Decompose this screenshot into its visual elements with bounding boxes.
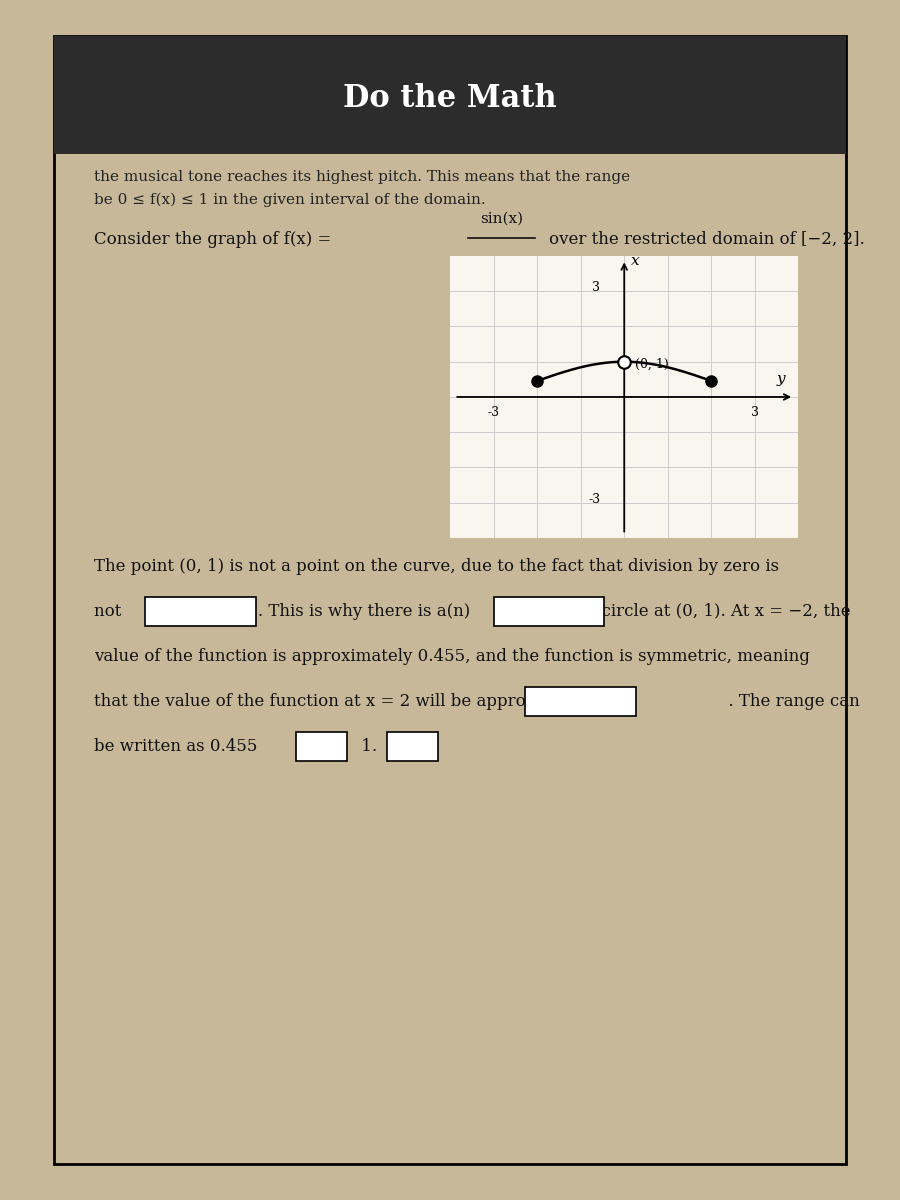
Text: x: x <box>497 252 506 266</box>
Text: that the value of the function at x = 2 will be approximately                   : that the value of the function at x = 2 … <box>94 694 860 710</box>
FancyBboxPatch shape <box>493 596 605 626</box>
Text: the musical tone reaches its highest pitch. This means that the range: the musical tone reaches its highest pit… <box>94 170 630 184</box>
Text: The point (0, 1) is not a point on the curve, due to the fact that division by z: The point (0, 1) is not a point on the c… <box>94 558 778 575</box>
Text: over the restricted domain of [−2, 2].: over the restricted domain of [−2, 2]. <box>549 230 865 247</box>
Text: Do the Math: Do the Math <box>343 83 557 114</box>
Text: sin(x): sin(x) <box>480 211 523 226</box>
Text: -3: -3 <box>589 493 600 505</box>
FancyBboxPatch shape <box>145 596 256 626</box>
Text: not                          . This is why there is a(n)                        : not . This is why there is a(n) <box>94 602 850 619</box>
Text: -3: -3 <box>488 407 500 419</box>
FancyBboxPatch shape <box>295 732 347 761</box>
Text: value of the function is approximately 0.455, and the function is symmetric, mea: value of the function is approximately 0… <box>94 648 809 665</box>
Text: be written as 0.455         y         1.: be written as 0.455 y 1. <box>94 738 377 755</box>
Text: y: y <box>777 372 786 386</box>
FancyBboxPatch shape <box>526 686 636 716</box>
FancyBboxPatch shape <box>387 732 438 761</box>
Text: (0, 1): (0, 1) <box>635 358 669 371</box>
Text: 3: 3 <box>751 407 759 419</box>
FancyBboxPatch shape <box>54 36 846 155</box>
Text: 3: 3 <box>592 281 600 294</box>
Text: x: x <box>631 253 639 268</box>
Text: be 0 ≤ f(x) ≤ 1 in the given interval of the domain.: be 0 ≤ f(x) ≤ 1 in the given interval of… <box>94 192 485 206</box>
Text: Consider the graph of f(x) =: Consider the graph of f(x) = <box>94 230 331 247</box>
